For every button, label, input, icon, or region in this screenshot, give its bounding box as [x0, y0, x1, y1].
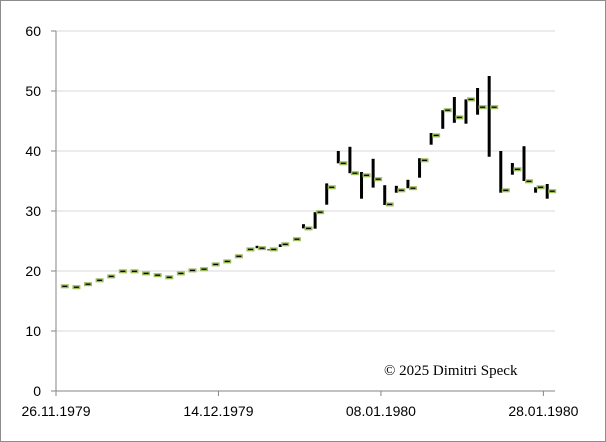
x-axis-ticks: 26.11.1979 14.12.1979 08.01.1980 28.01.1980: [21, 391, 579, 419]
hlc-point: [429, 133, 441, 145]
hlc-point: [200, 267, 209, 272]
hlc-point: [130, 269, 139, 274]
hlc-point: [84, 282, 93, 287]
hlc-point: [452, 97, 464, 123]
hlc-point: [107, 274, 116, 279]
hlc-point: [406, 179, 417, 191]
y-tick-label: 40: [25, 143, 41, 159]
hlc-point: [383, 185, 394, 207]
hlc-point: [313, 210, 325, 229]
y-tick-label: 10: [25, 323, 41, 339]
hlc-point: [255, 245, 267, 251]
hlc-point: [246, 247, 255, 252]
y-tick-label: 20: [25, 263, 41, 279]
hlc-point: [476, 88, 487, 115]
hlc-point: [487, 76, 499, 157]
hlc-point: [165, 275, 174, 280]
hlc-point: [499, 151, 510, 193]
y-axis-ticks: 0 10 20 30 40 50 60: [25, 23, 56, 399]
hlc-point: [60, 284, 69, 289]
hlc-point: [278, 242, 290, 247]
hlc-point: [234, 254, 243, 259]
x-tick-label: 14.12.1979: [183, 403, 253, 419]
hlc-point: [418, 158, 429, 178]
hlc-point: [360, 172, 371, 199]
gridlines: [56, 30, 555, 332]
copyright-annotation: © 2025 Dimitri Speck: [384, 363, 518, 379]
hlc-point: [95, 278, 104, 283]
y-tick-label: 30: [25, 203, 41, 219]
y-tick-label: 60: [25, 23, 41, 39]
hlc-point: [348, 146, 359, 176]
x-tick-label: 28.01.1980: [508, 403, 578, 419]
hlc-point: [464, 97, 475, 124]
hlc-point: [510, 163, 522, 175]
hlc-point: [118, 269, 127, 274]
hlc-point: [325, 183, 336, 205]
y-tick-label: 0: [33, 383, 41, 399]
hlc-point: [545, 184, 557, 199]
y-tick-label: 50: [25, 83, 41, 99]
hlc-point: [336, 151, 348, 166]
hlc-point: [72, 285, 81, 290]
hlc-point: [142, 271, 151, 276]
hlc-point: [441, 108, 452, 129]
hlc-point: [371, 158, 383, 188]
hlc-point: [267, 247, 278, 252]
hlc-point: [522, 146, 533, 184]
hlc-point: [153, 273, 162, 278]
hlc-point: [292, 237, 301, 242]
hlc-point: [302, 224, 313, 231]
x-tick-label: 08.01.1980: [346, 403, 416, 419]
hlc-point: [223, 259, 232, 264]
hlc-point: [188, 268, 197, 273]
hlc-point: [394, 185, 406, 193]
hlc-point: [534, 185, 545, 193]
hlc-point: [176, 271, 185, 276]
hlc-point: [211, 262, 220, 267]
hlc-bars: [60, 76, 557, 290]
x-tick-label: 26.11.1979: [21, 403, 90, 419]
